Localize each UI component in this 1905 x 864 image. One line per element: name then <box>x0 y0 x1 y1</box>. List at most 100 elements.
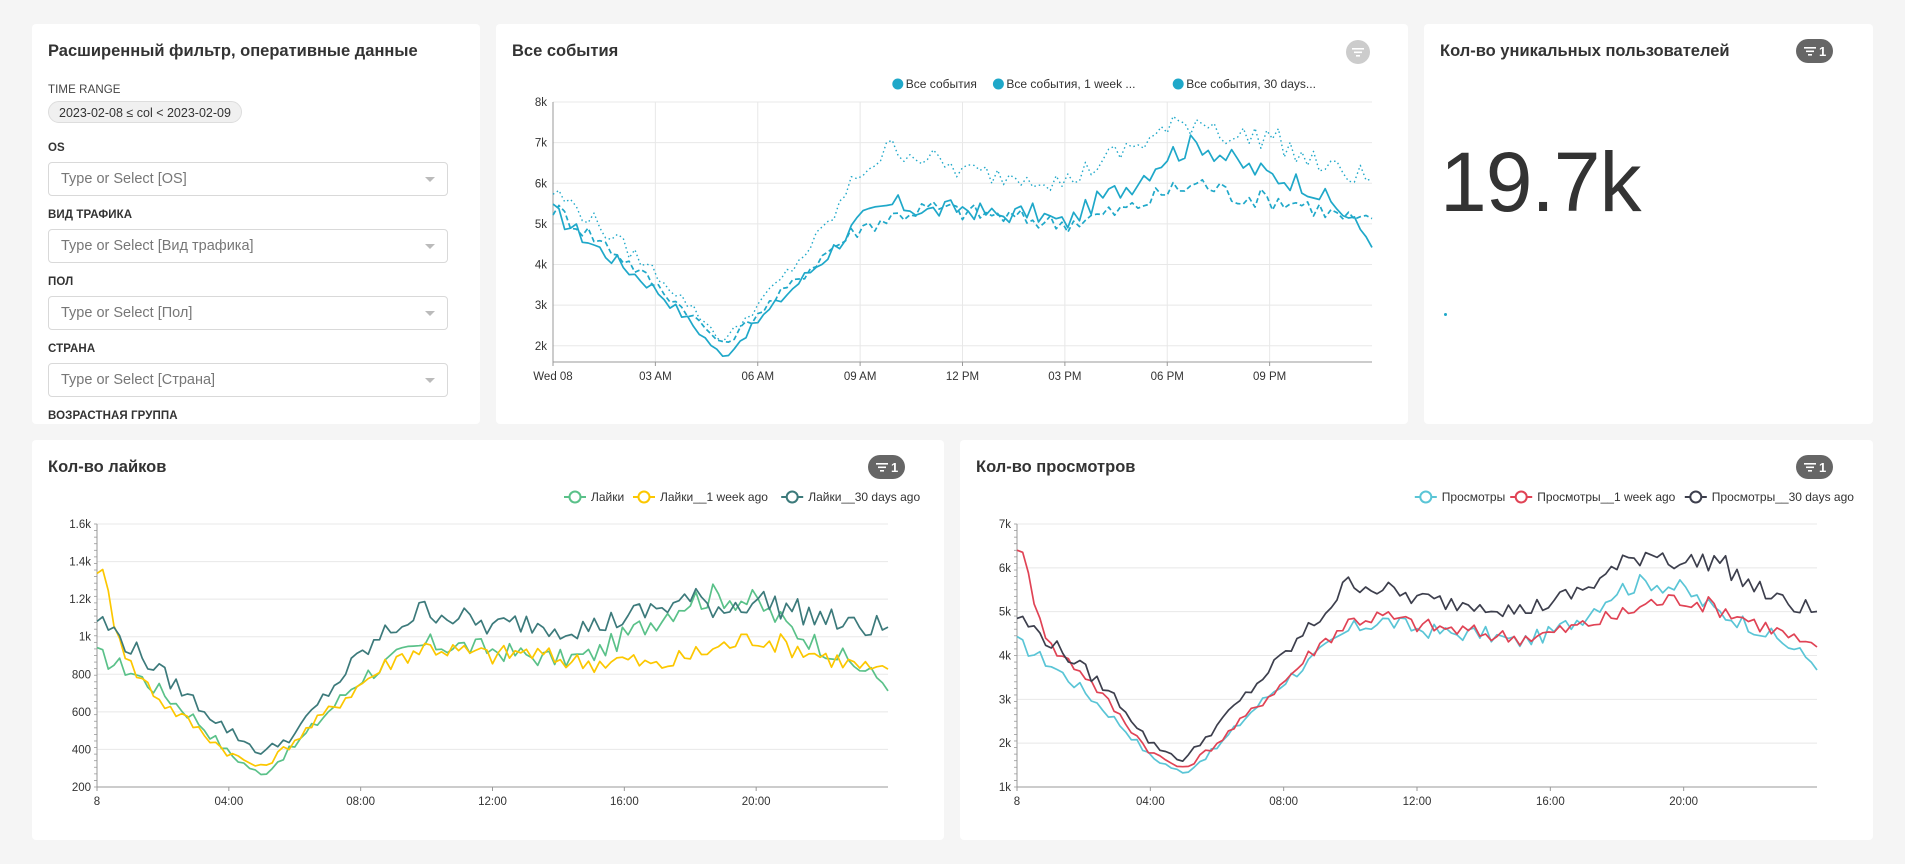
filter-icon <box>1804 463 1816 472</box>
x-tick-label: 12:00 <box>478 796 507 808</box>
x-tick-label: 8 <box>94 796 100 808</box>
legend-marker <box>992 78 1004 90</box>
filter-traffic-label: ВИД ТРАФИКА <box>48 209 133 221</box>
unique-users-title: Кол-во уникальных пользователей <box>1440 42 1730 60</box>
time-range-tag[interactable]: 2023-02-08 ≤ col < 2023-02-09 <box>48 101 242 123</box>
y-tick-label: 800 <box>72 669 91 681</box>
filter-traffic-placeholder: Type or Select [Вид трафика] <box>61 238 254 254</box>
legend-marker <box>1419 490 1433 504</box>
y-tick-label: 5k <box>535 219 547 231</box>
y-tick-label: 1k <box>79 632 91 644</box>
filter-traffic-select[interactable]: Type or Select [Вид трафика] <box>48 229 448 263</box>
filter-age-label: ВОЗРАСТНАЯ ГРУППА <box>48 410 178 422</box>
x-tick-label: 16:00 <box>1536 796 1565 808</box>
y-tick-label: 3k <box>535 300 547 312</box>
x-tick-label: 03 AM <box>639 371 672 383</box>
y-tick-label: 600 <box>72 707 91 719</box>
filter-gender-label: ПОЛ <box>48 276 74 288</box>
legend-label: Просмотры__1 week ago <box>1537 490 1675 504</box>
legend-label: Все события <box>906 77 977 91</box>
time-range-label: TIME RANGE <box>48 84 121 96</box>
x-tick-label: 12 PM <box>946 371 979 383</box>
y-tick-label: 2k <box>999 738 1011 750</box>
filter-count: 1 <box>891 459 899 475</box>
views-chart-title: Кол-во просмотров <box>976 458 1136 476</box>
filter-indicator-button[interactable]: 1 <box>868 455 906 479</box>
legend-item: Лайки__30 days ago <box>781 490 920 504</box>
y-tick-label: 1.6k <box>69 519 91 531</box>
filter-country-select[interactable]: Type or Select [Страна] <box>48 363 448 397</box>
legend-label: Просмотры <box>1442 490 1505 504</box>
y-tick-label: 200 <box>72 782 91 794</box>
filter-indicator-button[interactable]: 1 <box>1796 39 1834 63</box>
filter-count: 1 <box>1819 43 1827 59</box>
big-number-value: 19.7k <box>1440 135 1641 229</box>
legend-marker <box>1172 78 1184 90</box>
legend-item: Просмотры__1 week ago <box>1510 490 1676 504</box>
x-tick-label: 16:00 <box>610 796 639 808</box>
legend-item: Просмотры <box>1414 490 1505 504</box>
y-tick-label: 7k <box>535 138 547 150</box>
events-chart-card: Все события 2k 3k 4k 5k 6k 7k 8k Wed 08 03 AM 06 … <box>496 24 1408 424</box>
series-line <box>1016 573 1818 774</box>
x-tick-label: 20:00 <box>742 796 771 808</box>
filter-indicator-button[interactable]: 1 <box>1796 455 1834 479</box>
x-tick-label: Wed 08 <box>533 371 572 383</box>
y-tick-label: 6k <box>535 178 547 190</box>
chevron-down-icon <box>425 378 435 383</box>
legend-marker <box>637 490 651 504</box>
x-tick-label: 8 <box>1014 796 1020 808</box>
series-line <box>96 583 889 776</box>
likes-line-chart: 200 400 600 800 1k 1.2k 1.4k 1.6k 8 04:00 08:00 12:… <box>69 490 920 808</box>
y-tick-label: 1k <box>999 782 1011 794</box>
chevron-down-icon <box>425 177 435 182</box>
filter-count: 1 <box>1819 459 1827 475</box>
events-line-chart: 2k 3k 4k 5k 6k 7k 8k Wed 08 03 AM 06 AM 09 AM 12 PM… <box>533 77 1373 383</box>
y-tick-label: 5k <box>999 607 1011 619</box>
trendline-dot <box>1444 313 1447 316</box>
y-tick-label: 4k <box>999 651 1011 663</box>
unique-users-card: Кол-во уникальных пользователей 1 19.7k <box>1424 24 1873 424</box>
legend-label: Лайки__30 days ago <box>808 490 920 504</box>
events-chart-title: Все события <box>512 42 619 60</box>
legend-marker <box>1689 490 1703 504</box>
likes-chart-card: Кол-во лайков 1 200 400 600 800 1k 1.2k 1.4k 1.… <box>32 440 944 840</box>
y-tick-label: 3k <box>999 694 1011 706</box>
series-line <box>552 178 1373 343</box>
filter-country-label: СТРАНА <box>48 343 96 355</box>
legend-item: Просмотры__30 days ago <box>1684 490 1854 504</box>
x-tick-label: 04:00 <box>1136 796 1165 808</box>
filter-country-placeholder: Type or Select [Страна] <box>61 372 216 388</box>
legend-label: Лайки__1 week ago <box>660 490 768 504</box>
filter-panel-title: Расширенный фильтр, оперативные данные <box>48 42 418 60</box>
filter-os-select[interactable]: Type or Select [OS] <box>48 162 448 196</box>
x-tick-label: 12:00 <box>1403 796 1432 808</box>
legend-item: Лайки__1 week ago <box>633 490 768 504</box>
legend-item: Лайки <box>564 490 624 504</box>
legend-item: Все события <box>892 77 977 91</box>
y-tick-label: 4k <box>535 260 547 272</box>
legend-marker <box>1514 490 1528 504</box>
x-tick-label: 04:00 <box>214 796 243 808</box>
legend-item: Все события, 30 days... <box>1172 77 1316 91</box>
x-tick-label: 03 PM <box>1048 371 1081 383</box>
legend-marker <box>568 490 582 504</box>
y-tick-label: 7k <box>999 519 1011 531</box>
filter-gender-placeholder: Type or Select [Пол] <box>61 305 193 321</box>
legend-marker <box>785 490 799 504</box>
legend-marker <box>892 78 904 90</box>
filter-indicator-button[interactable] <box>1346 40 1370 64</box>
legend-item: Все события, 1 week ... <box>992 77 1135 91</box>
chevron-down-icon <box>425 244 435 249</box>
series-line <box>96 587 889 755</box>
y-tick-label: 400 <box>72 744 91 756</box>
chevron-down-icon <box>425 311 435 316</box>
likes-chart-title: Кол-во лайков <box>48 458 167 476</box>
filter-gender-select[interactable]: Type or Select [Пол] <box>48 296 448 330</box>
series-line <box>552 134 1373 358</box>
filter-os-label: OS <box>48 142 65 154</box>
y-tick-label: 2k <box>535 341 547 353</box>
x-tick-label: 06 PM <box>1151 371 1184 383</box>
views-chart-card: Кол-во просмотров 1 1k 2k 3k 4k 5k 6k 7k 8 04:00… <box>960 440 1873 840</box>
legend-label: Все события, 1 week ... <box>1006 77 1135 91</box>
